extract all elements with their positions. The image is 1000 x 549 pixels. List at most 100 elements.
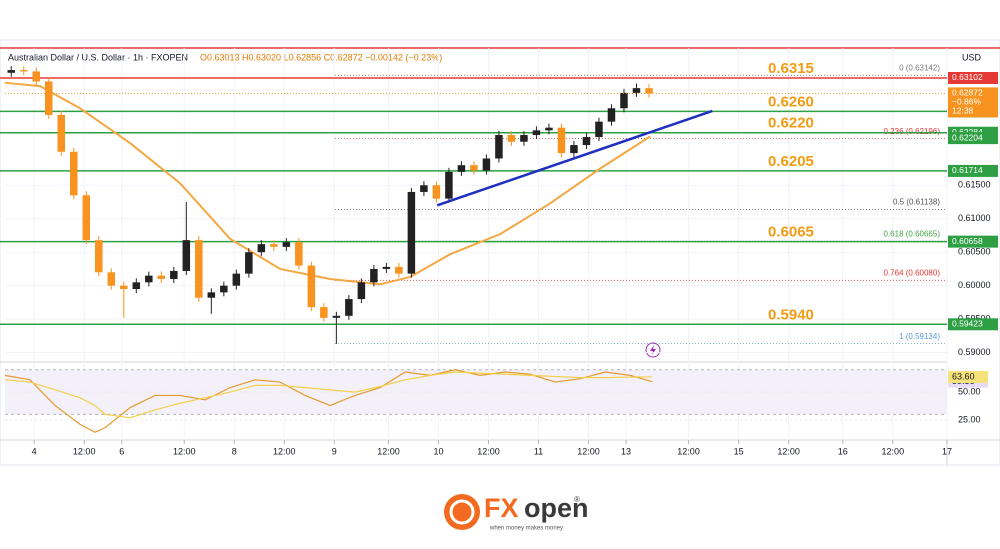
y-tick-label: 0.61000: [958, 213, 991, 223]
logo-brand-a: FX: [484, 493, 519, 523]
candle-body: [482, 158, 491, 171]
candle-body: [295, 242, 303, 266]
candle-body: [545, 127, 553, 131]
candle-body: [595, 121, 603, 138]
candle-body: [607, 108, 616, 122]
y-tick-label: 0.60500: [958, 247, 991, 257]
candle-body: [632, 88, 641, 93]
ohlc-readout: O0.63013 H0.63020 L0.62856 C0.62872 −0.0…: [200, 52, 442, 62]
logo-mark: [444, 494, 480, 530]
fib-label: 0.5 (0.61138): [893, 198, 940, 207]
candle-body: [232, 273, 241, 286]
candle-body: [507, 135, 516, 142]
symbol-title: Australian Dollar / U.S. Dollar · 1h · F…: [8, 52, 188, 62]
candle-body: [532, 130, 541, 136]
last-change-label: −0.86%: [952, 97, 982, 107]
fib-label: 1 (0.59134): [899, 332, 940, 341]
level-label: 0.6220: [768, 115, 814, 132]
y-tick-label: 0.59000: [958, 347, 991, 357]
logo-brand-b: open: [524, 493, 589, 523]
candle-body: [645, 88, 653, 94]
x-tick-label: 16: [838, 446, 848, 456]
candle-body: [332, 315, 341, 318]
x-tick-label: 8: [232, 446, 237, 456]
price-tag-label: 0.63102: [952, 72, 983, 82]
x-tick-label: 17: [942, 446, 952, 456]
candle-body: [370, 268, 378, 283]
logo-registered: ®: [574, 495, 580, 504]
x-tick-label: 9: [332, 446, 337, 456]
rsi-line: [4, 369, 653, 433]
x-tick-label: 13: [621, 446, 631, 456]
x-tick-label: 12:00: [777, 446, 800, 456]
candle-body: [120, 285, 128, 290]
x-tick-label: 4: [32, 446, 37, 456]
candle-body: [382, 266, 391, 269]
candle-body: [157, 275, 166, 279]
logo-mark-inner: [449, 499, 475, 525]
price-tag-label: 0.61714: [952, 165, 983, 175]
candle-body: [45, 81, 53, 115]
candle-body: [270, 244, 278, 247]
x-tick-label: 12:00: [882, 446, 905, 456]
candle-body: [207, 292, 216, 298]
last-time-label: 12:38: [952, 106, 974, 116]
x-tick-label: 12:00: [273, 446, 296, 456]
price-tag-label: 0.60658: [952, 236, 983, 246]
candle-body: [307, 265, 316, 308]
fib-label: 0.236 (0.62196): [884, 127, 941, 136]
y-tick-label: 50.00: [958, 386, 981, 396]
x-tick-label: 11: [534, 446, 543, 456]
fib-label: 0.764 (0.60080): [884, 268, 941, 277]
y-tick-label: 0.61500: [958, 180, 991, 190]
x-tick-label: 10: [433, 446, 443, 456]
moving-average: [4, 81, 651, 286]
candle-body: [170, 270, 178, 279]
rsi-line: [4, 371, 653, 419]
candle-body: [82, 195, 91, 241]
candle-body: [245, 252, 253, 274]
fib-label: 0.618 (0.60665): [884, 229, 941, 238]
price-tag: [948, 71, 998, 84]
candle-body: [570, 145, 578, 154]
level-label: 0.6315: [768, 60, 814, 77]
candle-body: [345, 299, 353, 316]
price-tag: [948, 235, 998, 248]
currency: USD: [962, 52, 982, 62]
alert-bolt: [650, 345, 656, 355]
candle-body: [620, 92, 628, 109]
alert-icon[interactable]: [645, 342, 661, 358]
candle-body: [220, 285, 228, 293]
logo-tagline: when money makes money: [489, 526, 563, 532]
last-price-tag: [948, 87, 998, 118]
level-label: 0.5940: [768, 306, 814, 323]
candle-body: [182, 240, 191, 271]
candle-body: [20, 70, 28, 72]
x-tick-label: 12:00: [577, 446, 600, 456]
candle-body: [70, 151, 78, 196]
x-tick-label: 12:00: [173, 446, 196, 456]
fib-label: 0 (0.63142): [899, 63, 940, 72]
level-label: 0.6260: [768, 93, 814, 110]
x-tick-label: 15: [734, 446, 744, 456]
candle-body: [32, 71, 41, 82]
price-tag: [948, 132, 998, 145]
candle-body: [457, 165, 466, 172]
candle-body: [107, 272, 116, 286]
price-tag: [948, 164, 998, 177]
candle-body: [57, 114, 66, 152]
candle-body: [7, 70, 16, 73]
candle-body: [257, 244, 266, 253]
y-tick-label: 0.60000: [958, 280, 991, 290]
candle-body: [145, 275, 153, 283]
candle-body: [420, 185, 428, 192]
x-tick-label: 12:00: [677, 446, 700, 456]
trendline: [436, 109, 713, 207]
candle-body: [520, 135, 528, 142]
candle-body: [357, 282, 366, 300]
candle-body: [445, 171, 453, 199]
candle-body: [95, 240, 103, 273]
logo: FX open ® when money makes money: [444, 493, 589, 532]
level-label: 0.6065: [768, 224, 814, 241]
